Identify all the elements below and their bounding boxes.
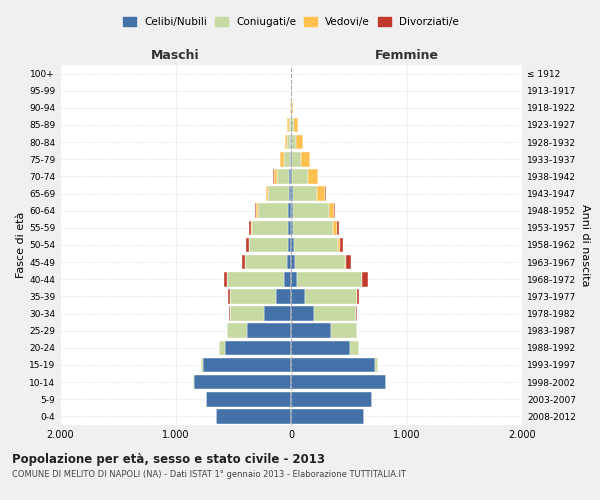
- Bar: [293, 186, 317, 201]
- Bar: [291, 118, 293, 132]
- Bar: [289, 118, 291, 132]
- Bar: [292, 100, 293, 115]
- Bar: [314, 306, 356, 321]
- Bar: [345, 255, 346, 270]
- Bar: [225, 340, 291, 355]
- Bar: [247, 324, 291, 338]
- Bar: [291, 340, 350, 355]
- Bar: [293, 204, 329, 218]
- Bar: [255, 204, 256, 218]
- Bar: [295, 255, 345, 270]
- Bar: [288, 204, 291, 218]
- Bar: [274, 169, 277, 184]
- Bar: [296, 135, 303, 150]
- Bar: [291, 306, 314, 321]
- Bar: [287, 135, 290, 150]
- Bar: [333, 220, 337, 235]
- Bar: [291, 392, 372, 406]
- Bar: [331, 324, 357, 338]
- Bar: [284, 135, 287, 150]
- Bar: [350, 340, 359, 355]
- Bar: [340, 238, 343, 252]
- Bar: [268, 186, 289, 201]
- Bar: [227, 324, 247, 338]
- Bar: [277, 169, 289, 184]
- Bar: [334, 204, 335, 218]
- Bar: [265, 306, 291, 321]
- Bar: [329, 204, 334, 218]
- Bar: [251, 220, 253, 235]
- Text: Maschi: Maschi: [151, 50, 200, 62]
- Bar: [291, 358, 376, 372]
- Bar: [287, 238, 291, 252]
- Bar: [289, 186, 291, 201]
- Bar: [291, 204, 293, 218]
- Bar: [291, 169, 292, 184]
- Bar: [305, 289, 357, 304]
- Bar: [194, 375, 291, 390]
- Bar: [280, 152, 284, 166]
- Bar: [246, 238, 249, 252]
- Bar: [266, 186, 268, 201]
- Bar: [357, 289, 359, 304]
- Bar: [291, 272, 298, 286]
- Bar: [287, 118, 289, 132]
- Bar: [291, 375, 386, 390]
- Bar: [253, 220, 288, 235]
- Bar: [293, 118, 298, 132]
- Bar: [284, 272, 291, 286]
- Bar: [276, 289, 291, 304]
- Bar: [289, 169, 291, 184]
- Y-axis label: Fasce di età: Fasce di età: [16, 212, 26, 278]
- Bar: [291, 220, 293, 235]
- Bar: [258, 204, 288, 218]
- Bar: [293, 220, 333, 235]
- Bar: [287, 255, 291, 270]
- Bar: [284, 152, 290, 166]
- Bar: [206, 392, 291, 406]
- Y-axis label: Anni di nascita: Anni di nascita: [580, 204, 590, 286]
- Bar: [290, 152, 291, 166]
- Bar: [376, 358, 378, 372]
- Bar: [337, 220, 339, 235]
- Bar: [229, 289, 230, 304]
- Legend: Celibi/Nubili, Coniugati/e, Vedovi/e, Divorziati/e: Celibi/Nubili, Coniugati/e, Vedovi/e, Di…: [119, 12, 463, 31]
- Bar: [291, 186, 293, 201]
- Bar: [291, 409, 364, 424]
- Bar: [249, 220, 251, 235]
- Bar: [242, 255, 245, 270]
- Bar: [362, 272, 368, 286]
- Bar: [294, 238, 338, 252]
- Bar: [203, 358, 291, 372]
- Bar: [216, 409, 291, 424]
- Bar: [291, 255, 295, 270]
- Bar: [308, 169, 317, 184]
- Bar: [338, 238, 340, 252]
- Bar: [356, 306, 357, 321]
- Bar: [227, 272, 284, 286]
- Bar: [250, 238, 287, 252]
- Bar: [298, 272, 362, 286]
- Bar: [292, 152, 301, 166]
- Bar: [346, 255, 351, 270]
- Text: Popolazione per età, sesso e stato civile - 2013: Popolazione per età, sesso e stato civil…: [12, 452, 325, 466]
- Bar: [256, 204, 258, 218]
- Bar: [291, 324, 331, 338]
- Bar: [230, 306, 265, 321]
- Bar: [220, 340, 225, 355]
- Bar: [288, 220, 291, 235]
- Bar: [291, 289, 305, 304]
- Text: COMUNE DI MELITO DI NAPOLI (NA) - Dati ISTAT 1° gennaio 2013 - Elaborazione TUTT: COMUNE DI MELITO DI NAPOLI (NA) - Dati I…: [12, 470, 406, 479]
- Bar: [292, 169, 308, 184]
- Bar: [291, 238, 294, 252]
- Text: Femmine: Femmine: [374, 50, 439, 62]
- Bar: [230, 289, 276, 304]
- Bar: [317, 186, 325, 201]
- Bar: [201, 358, 203, 372]
- Bar: [292, 135, 296, 150]
- Bar: [301, 152, 310, 166]
- Bar: [245, 255, 287, 270]
- Bar: [224, 272, 227, 286]
